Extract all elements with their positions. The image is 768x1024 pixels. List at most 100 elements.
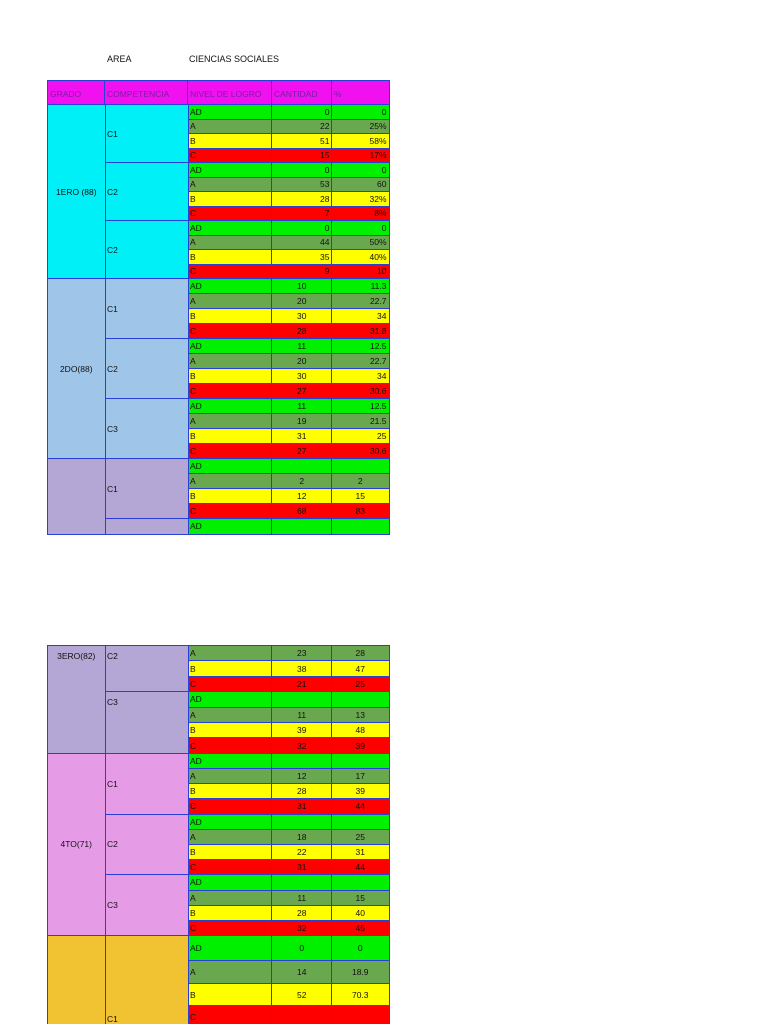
level-cell-text: A — [190, 831, 196, 842]
percent-cell-text: 60 — [377, 179, 387, 190]
level-cell-text: C — [190, 208, 197, 219]
level-cell-text: C — [190, 801, 197, 812]
cantidad-cell-text: 28 — [320, 193, 330, 204]
level-cell-text: A — [190, 709, 196, 720]
percent-cell: 0 — [331, 935, 390, 962]
percent-cell-text: 22.7 — [369, 356, 387, 366]
percent-cell-text: 8% — [374, 208, 387, 219]
column-header-text: GRADO — [50, 89, 82, 99]
cantidad-cell-text: 32 — [297, 923, 307, 934]
column-header: CANTIDAD — [271, 80, 333, 106]
level-cell-text: C — [190, 386, 197, 396]
column-header-text: COMPETENCIA — [107, 89, 170, 99]
cantidad-cell-text: 28 — [297, 786, 307, 797]
competencia-cell: C1 — [104, 278, 189, 340]
level-cell: B — [187, 904, 273, 922]
cantidad-cell-text: 30 — [297, 311, 307, 321]
cantidad-cell — [271, 813, 333, 831]
cantidad-cell-text: 0 — [324, 164, 330, 175]
percent-cell-text: 58% — [369, 135, 387, 146]
percent-cell-text: 48 — [355, 725, 365, 736]
cantidad-cell: 23 — [271, 645, 333, 662]
competencia-cell: C3 — [104, 691, 189, 755]
grado-cell-text: 3ERO(82) — [57, 651, 96, 661]
cantidad-cell-text: 22 — [320, 121, 330, 132]
cantidad-cell — [271, 518, 333, 535]
area-value: CIENCIAS SOCIALES — [189, 54, 280, 64]
level-cell-text: AD — [190, 461, 202, 471]
percent-cell — [331, 518, 390, 535]
percent-cell: 28 — [331, 645, 390, 662]
cantidad-cell: 11 — [271, 706, 333, 724]
level-cell: A — [187, 768, 273, 785]
competencia-cell: C2 — [104, 645, 189, 693]
percent-cell — [331, 691, 390, 709]
cantidad-cell-text: 38 — [297, 663, 307, 674]
level-cell-text: B — [190, 135, 196, 146]
cantidad-cell — [271, 874, 333, 892]
percent-cell-text: 25% — [369, 121, 387, 132]
competencia-cell: C1 — [104, 104, 189, 164]
level-cell-text: B — [190, 786, 196, 797]
percent-cell-text: 0 — [381, 106, 387, 117]
level-cell-text: C — [190, 446, 197, 456]
level-cell-text: A — [190, 476, 196, 486]
cantidad-cell-text: 27 — [297, 446, 307, 456]
cantidad-cell-text: 18 — [297, 831, 307, 842]
percent-cell-text: 10 — [377, 266, 387, 277]
cantidad-cell: 52 — [271, 983, 333, 1007]
percent-cell-text: 40% — [369, 251, 387, 262]
cantidad-cell: 14 — [271, 960, 333, 985]
competencia-cell: C2 — [104, 338, 189, 400]
grado-cell-text: 4TO(71) — [60, 839, 93, 850]
level-cell-text: B — [190, 989, 196, 1000]
cantidad-cell-text: 30 — [297, 371, 307, 381]
column-header-text: % — [334, 89, 342, 99]
column-header: % — [331, 80, 390, 106]
level-cell: C — [187, 920, 273, 937]
grado-cell — [47, 458, 106, 535]
percent-cell-text: 17 — [355, 771, 365, 782]
level-cell: AD — [187, 752, 273, 770]
level-cell-text: A — [190, 296, 196, 306]
competencia-cell-text: C2 — [107, 244, 118, 255]
percent-cell: 39 — [331, 737, 390, 755]
level-cell: C — [187, 1005, 273, 1024]
level-cell-text: A — [190, 179, 196, 190]
column-header: NIVEL DE LOGRO — [187, 80, 273, 106]
cantidad-cell: 18 — [271, 828, 333, 846]
percent-cell: 31 — [331, 844, 390, 861]
competencia-cell: C2 — [104, 813, 189, 876]
level-cell-text: C — [190, 923, 197, 934]
percent-cell-text: 15 — [355, 892, 365, 903]
percent-cell-text: 30.6 — [369, 386, 387, 396]
cantidad-cell-text: 11 — [297, 709, 307, 720]
percent-cell-text: 39 — [355, 786, 365, 797]
percent-cell-text: 11.3 — [370, 281, 387, 291]
cantidad-cell-text: 31 — [297, 431, 307, 441]
percent-cell: 70.3 — [331, 983, 390, 1007]
cantidad-cell-text: 11 — [297, 341, 307, 351]
competencia-cell: C3 — [104, 398, 189, 460]
cantidad-cell — [271, 691, 333, 709]
level-cell-text: B — [190, 431, 196, 441]
cantidad-cell-text: 51 — [320, 135, 330, 146]
level-cell-text: A — [190, 648, 196, 659]
level-cell-text: A — [190, 237, 196, 248]
cantidad-cell: 38 — [271, 660, 333, 678]
grado-cell: 1ERO (88) — [47, 104, 106, 280]
percent-cell-text: 12.5 — [369, 401, 387, 411]
cantidad-cell-text: 12 — [297, 771, 307, 782]
competencia-cell: C2 — [104, 220, 189, 280]
competencia-cell-text: C3 — [107, 900, 118, 911]
percent-cell — [331, 874, 390, 892]
level-cell: B — [187, 844, 273, 861]
percent-cell-text: 39 — [355, 740, 365, 751]
competencia-cell-text: C1 — [107, 1014, 118, 1024]
percent-cell-text: 28 — [355, 648, 365, 659]
level-cell-text: C — [190, 678, 197, 689]
grado-cell — [47, 935, 106, 1024]
percent-cell: 18.9 — [331, 960, 390, 985]
cantidad-cell-text: 20 — [297, 296, 307, 306]
